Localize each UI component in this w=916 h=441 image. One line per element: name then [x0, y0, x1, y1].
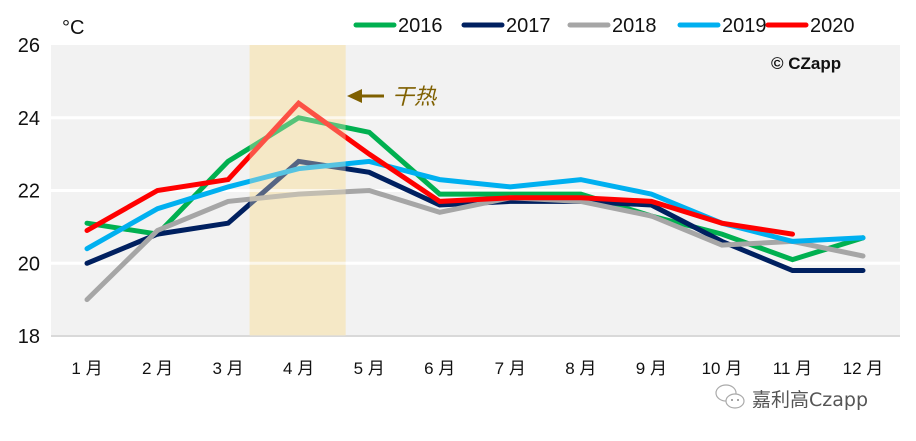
- legend-label-2016: 2016: [398, 15, 443, 37]
- wechat-icon: [715, 384, 745, 409]
- x-tick-label: 12 月: [843, 359, 884, 378]
- annotation-arrowhead-icon: [347, 89, 362, 103]
- legend: 2016 2017 2018 2019 2020: [353, 15, 855, 37]
- legend-label-2018: 2018: [612, 15, 657, 37]
- annotation-dry-heat: 干热: [347, 85, 438, 110]
- y-tick-label: 24: [18, 108, 40, 130]
- watermark: 嘉利高Czapp: [715, 384, 868, 411]
- y-unit-label: °C: [62, 17, 84, 39]
- watermark-text: 嘉利高Czapp: [752, 389, 868, 411]
- legend-label-2019: 2019: [722, 15, 767, 37]
- x-tick-label: 5 月: [354, 359, 385, 378]
- y-tick-label: 22: [18, 181, 40, 203]
- legend-label-2020: 2020: [810, 15, 855, 37]
- y-tick-label: 18: [18, 326, 40, 348]
- y-tick-label: 20: [18, 253, 40, 275]
- x-tick-label: 6 月: [424, 359, 455, 378]
- series-line-2018: [84, 187, 866, 303]
- highlight-band-overlay: [249, 45, 346, 336]
- x-tick-label: 11 月: [773, 359, 812, 378]
- legend-label-2017: 2017: [506, 15, 551, 37]
- x-tick-label: 8 月: [565, 359, 596, 378]
- x-tick-label: 7 月: [495, 359, 526, 378]
- x-tick-label: 1 月: [71, 359, 102, 378]
- y-tick-label: 26: [18, 35, 40, 57]
- annotation-label: 干热: [392, 85, 438, 110]
- x-tick-label: 10 月: [702, 359, 743, 378]
- copyright-credit: © CZapp: [771, 54, 841, 73]
- series-line-2016: [84, 115, 866, 263]
- x-tick-label: 4 月: [283, 359, 314, 378]
- x-tick-label: 9 月: [636, 359, 667, 378]
- x-tick-label: 2 月: [142, 359, 173, 378]
- x-tick-label: 3 月: [212, 359, 243, 378]
